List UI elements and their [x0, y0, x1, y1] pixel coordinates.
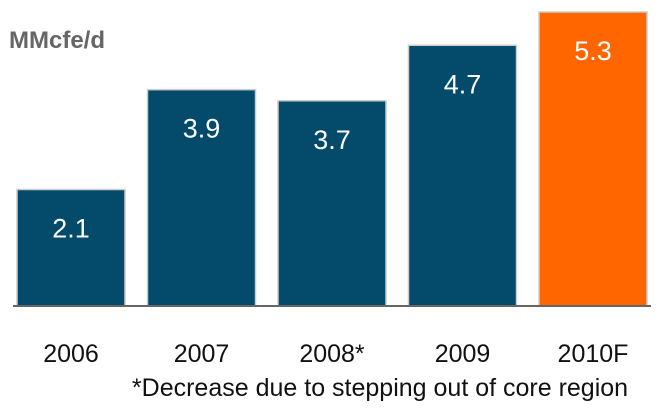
unit-label: MMcfe/d: [9, 27, 105, 54]
x-tick-2009: 2009: [435, 340, 491, 368]
data-label-2006: 2.1: [52, 214, 90, 244]
x-tick-2008: 2008*: [299, 340, 365, 368]
bar-2006: [16, 188, 126, 307]
bar-2007: [146, 88, 257, 307]
footnote: *Decrease due to stepping out of core re…: [132, 374, 628, 402]
x-tick-labels: 2006 2007 2008* 2009 2010F: [43, 340, 628, 368]
x-tick-2007: 2007: [174, 340, 230, 368]
x-tick-2010f: 2010F: [558, 340, 629, 368]
bar-2010f: [538, 11, 648, 307]
bars-group: 2.1 3.9 3.7 4.7 5.3: [16, 11, 648, 307]
x-tick-2006: 2006: [43, 340, 99, 368]
bar-2008: [277, 100, 387, 307]
bar-2009: [407, 44, 518, 307]
data-label-2007: 3.9: [183, 114, 221, 144]
data-label-2010f: 5.3: [574, 36, 612, 66]
data-label-2009: 4.7: [444, 69, 482, 99]
data-label-2008: 3.7: [313, 125, 351, 155]
